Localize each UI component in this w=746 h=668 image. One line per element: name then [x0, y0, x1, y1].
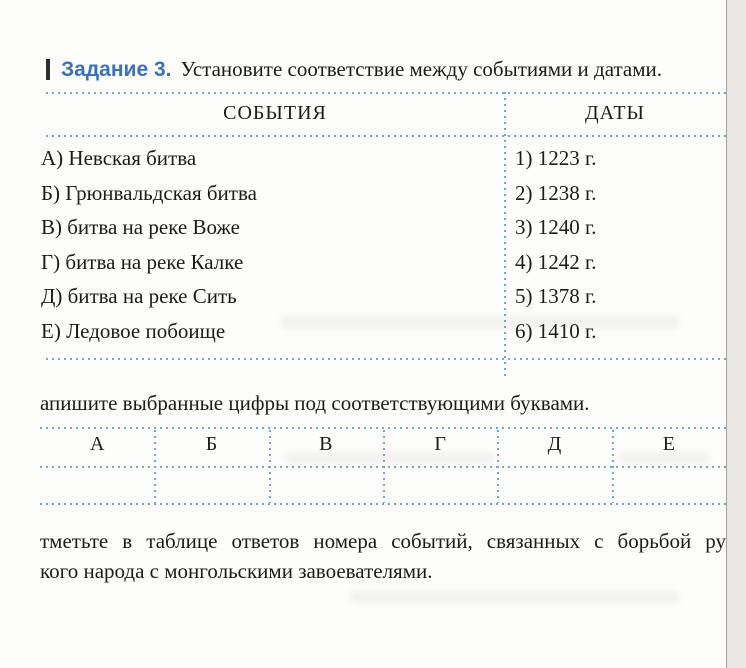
- answer-table: А Б В Г Д Е: [40, 427, 726, 505]
- dotted-cell-separator: [154, 430, 156, 503]
- answer-cell-d[interactable]: [497, 468, 611, 503]
- date-item: 3) 1240 г.: [515, 215, 597, 240]
- task-header: Задание 3. Установите соответствие между…: [46, 57, 662, 82]
- bleed-through-artifact: [280, 316, 680, 329]
- dotted-divider-header: [46, 135, 726, 137]
- date-item: 2) 1238 г.: [515, 180, 597, 205]
- letter-header-a: А: [89, 433, 105, 455]
- event-item: Д) битва на реке Сить: [41, 284, 237, 309]
- bleed-through-artifact: [285, 452, 495, 464]
- event-item: А) Невская битва: [41, 146, 197, 170]
- page-edge-strip: [726, 0, 746, 668]
- letter-header-d: Д: [547, 433, 562, 455]
- bleed-through-artifact: [620, 452, 710, 464]
- footer-note-line2: кого народа с монгольскими завоевателями…: [40, 559, 433, 583]
- answer-cell-a[interactable]: [40, 468, 154, 503]
- letter-header-b: Б: [205, 433, 218, 455]
- dotted-divider: [40, 427, 726, 429]
- footer-note-line1: тметьте в таблице ответов номера событий…: [40, 529, 726, 553]
- letter-header-e: Е: [662, 433, 675, 455]
- dates-list: 1) 1223 г. 2) 1238 г. 3) 1240 г. 4) 1242…: [515, 141, 597, 349]
- dotted-divider-bottom: [46, 358, 726, 360]
- dates-column-header: ДАТЫ: [585, 102, 645, 124]
- answer-cell-e[interactable]: [612, 468, 726, 503]
- matching-table: СОБЫТИЯ ДАТЫ А) Невская битва Б) Грюнвал…: [41, 92, 726, 376]
- answer-cells-row: [40, 468, 726, 503]
- dotted-divider: [40, 503, 726, 505]
- task-number-label: Задание 3.: [61, 57, 172, 81]
- dotted-divider-top: [46, 92, 726, 94]
- answer-letters-row: А Б В Г Д Е: [40, 433, 726, 456]
- footer-note: тметьте в таблице ответов номера событий…: [40, 526, 726, 586]
- dotted-cell-separator: [497, 430, 499, 503]
- events-list: А) Невская битва Б) Грюнвальдская битва …: [41, 141, 257, 349]
- events-column-header: СОБЫТИЯ: [223, 102, 327, 124]
- letter-header-g: Г: [434, 433, 446, 455]
- event-item: В) битва на реке Воже: [41, 215, 240, 240]
- answer-cell-g[interactable]: [383, 468, 497, 503]
- answer-cell-v[interactable]: [269, 468, 383, 503]
- answer-instruction-text: апишите выбранные цифры под соответствую…: [40, 391, 590, 415]
- date-item: 1) 1223 г.: [515, 146, 597, 170]
- event-item: Е) Ледовое побоище: [41, 318, 226, 343]
- dotted-cell-separator: [269, 430, 271, 503]
- answer-cell-b[interactable]: [154, 468, 268, 503]
- event-item: Б) Грюнвальдская битва: [41, 180, 257, 205]
- task-instruction-text: Установите соответствие между событиями …: [180, 57, 663, 81]
- event-item: Г) битва на реке Калке: [41, 249, 244, 274]
- date-item: 5) 1378 г.: [515, 284, 597, 309]
- cropped-margin-mark: [46, 59, 50, 80]
- letter-header-v: В: [319, 433, 333, 455]
- dotted-cell-separator: [383, 430, 385, 503]
- bleed-through-artifact: [350, 591, 680, 603]
- dotted-column-separator: [504, 92, 506, 376]
- dotted-cell-separator: [612, 430, 614, 503]
- date-item: 6) 1410 г.: [515, 318, 597, 343]
- date-item: 4) 1242 г.: [515, 249, 597, 274]
